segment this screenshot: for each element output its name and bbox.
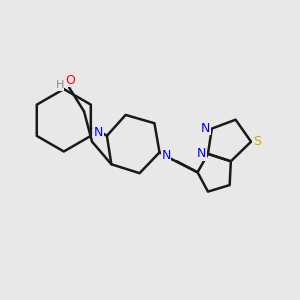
Text: N: N (94, 126, 103, 139)
Text: O: O (65, 74, 75, 87)
Text: N: N (201, 122, 210, 134)
Text: S: S (253, 135, 261, 148)
Text: N: N (197, 147, 206, 160)
Text: H: H (56, 80, 64, 90)
Text: N: N (161, 149, 171, 162)
